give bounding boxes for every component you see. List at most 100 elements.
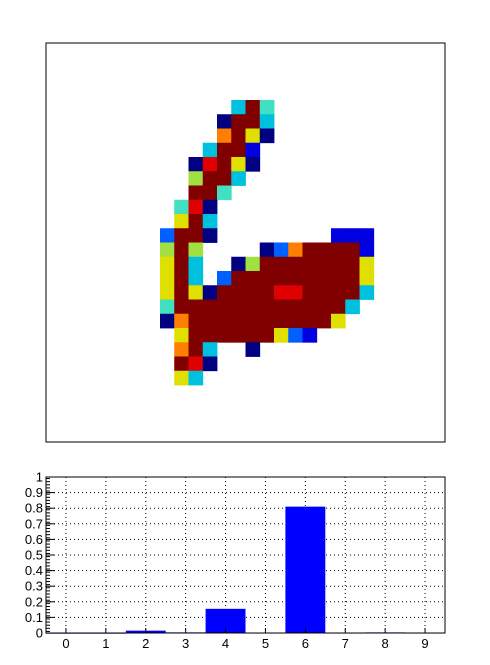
heatmap-cell — [202, 299, 218, 315]
heatmap-cell — [259, 313, 275, 329]
x-tick-label: 8 — [382, 636, 389, 651]
heatmap-cell — [288, 256, 303, 272]
heatmap-cell — [302, 256, 318, 272]
heatmap-cell — [160, 242, 175, 258]
y-tick-label: 0.6 — [25, 532, 43, 547]
heatmap-cell — [174, 271, 189, 286]
heatmap-cell — [259, 128, 275, 144]
heatmap-cell — [188, 185, 204, 201]
heatmap-cell — [160, 285, 175, 300]
heatmap-cell — [245, 328, 261, 343]
heatmap-cell — [331, 285, 346, 300]
x-tick-label: 5 — [262, 636, 269, 651]
heatmap-cell — [188, 356, 204, 372]
heatmap-cell — [188, 313, 204, 329]
heatmap-cell — [231, 171, 246, 186]
heatmap-cell — [245, 157, 261, 172]
heatmap-cell — [231, 328, 246, 343]
heatmap-cell — [302, 285, 318, 300]
heatmap-cell — [217, 185, 232, 201]
heatmap-cell — [231, 157, 246, 172]
heatmap-cell — [202, 214, 218, 229]
heatmap-cell — [174, 342, 189, 357]
heatmap-cell — [302, 299, 318, 315]
heatmap-cell — [174, 285, 189, 300]
heatmap-cell — [288, 328, 303, 343]
heatmap-cell — [217, 142, 232, 158]
heatmap-cell — [345, 271, 360, 286]
heatmap-cell — [274, 285, 289, 300]
heatmap-cell — [231, 128, 246, 144]
heatmap-cell — [259, 328, 275, 343]
y-tick-label: 0.4 — [25, 563, 43, 578]
x-tick-label: 6 — [302, 636, 309, 651]
heatmap-cell — [274, 328, 289, 343]
heatmap-cell — [316, 285, 332, 300]
heatmap-cell — [274, 299, 289, 315]
y-tick-label: 0.2 — [25, 594, 43, 609]
bar-chart-grid — [46, 477, 445, 633]
heatmap-cell — [245, 299, 261, 315]
heatmap-cell — [259, 285, 275, 300]
heatmap-cell — [288, 271, 303, 286]
heatmap-cell — [245, 271, 261, 286]
heatmap-cell — [259, 271, 275, 286]
bar-6 — [285, 506, 326, 633]
heatmap-cell — [345, 285, 360, 300]
heatmap-cell — [345, 299, 360, 315]
heatmap-cell — [202, 313, 218, 329]
heatmap-cell — [174, 214, 189, 229]
heatmap-cell — [231, 285, 246, 300]
heatmap-cell — [217, 157, 232, 172]
bar-chart-y-axis: 00.10.20.30.40.50.60.70.80.91 — [25, 470, 55, 641]
heatmap-cell — [188, 228, 204, 243]
heatmap-cell — [274, 271, 289, 286]
y-tick-label: 0.1 — [25, 610, 43, 625]
heatmap-cell — [302, 328, 318, 343]
y-tick-label: 0.9 — [25, 485, 43, 500]
heatmap-cell — [288, 299, 303, 315]
x-tick-label: 1 — [102, 636, 109, 651]
heatmap-cell — [188, 285, 204, 300]
heatmap-cell — [359, 242, 375, 258]
heatmap-cell — [188, 157, 204, 172]
heatmap-cell — [160, 228, 175, 243]
heatmap-cell — [245, 142, 261, 158]
heatmap-cell — [217, 271, 232, 286]
heatmap-cell — [274, 313, 289, 329]
heatmap-cell — [217, 313, 232, 329]
heatmap-cell — [245, 313, 261, 329]
heatmap-cell — [174, 328, 189, 343]
heatmap-cell — [174, 228, 189, 243]
heatmap-cell — [174, 299, 189, 315]
heatmap-cell — [231, 313, 246, 329]
heatmap-cell — [160, 313, 175, 329]
heatmap-frame — [45, 42, 446, 443]
heatmap-cell — [259, 242, 275, 258]
heatmap-cell — [217, 299, 232, 315]
heatmap-cell — [188, 242, 204, 258]
heatmap-cell — [316, 313, 332, 329]
heatmap-cell — [202, 356, 218, 372]
heatmap-cell — [359, 271, 375, 286]
heatmap-cell — [231, 142, 246, 158]
heatmap-cell — [316, 299, 332, 315]
heatmap-cell — [345, 242, 360, 258]
y-tick-label: 0.7 — [25, 516, 43, 531]
heatmap-cell — [231, 299, 246, 315]
heatmap-cell — [188, 256, 204, 272]
heatmap-cell — [217, 128, 232, 144]
heatmap-cell — [316, 242, 332, 258]
heatmap-cells — [160, 100, 375, 386]
heatmap-cell — [174, 356, 189, 372]
heatmap-cell — [188, 328, 204, 343]
heatmap-cell — [188, 171, 204, 186]
x-tick-label: 3 — [182, 636, 189, 651]
heatmap-cell — [302, 313, 318, 329]
heatmap-cell — [331, 256, 346, 272]
heatmap-cell — [202, 285, 218, 300]
heatmap-cell — [174, 313, 189, 329]
heatmap-cell — [245, 342, 261, 357]
